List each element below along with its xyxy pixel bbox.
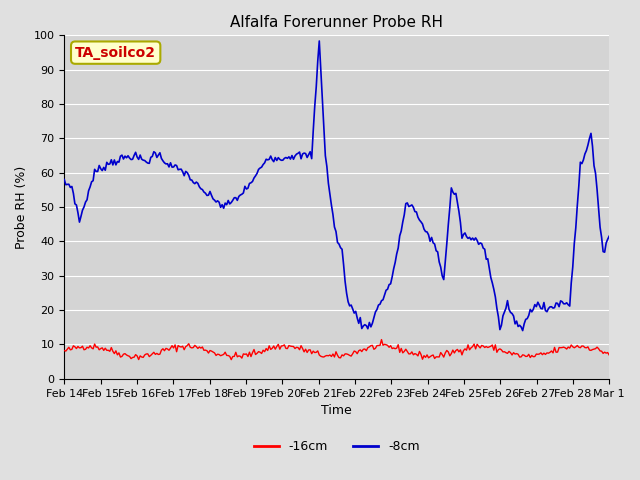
- X-axis label: Time: Time: [321, 404, 352, 417]
- Text: TA_soilco2: TA_soilco2: [75, 46, 156, 60]
- Y-axis label: Probe RH (%): Probe RH (%): [15, 166, 28, 249]
- Title: Alfalfa Forerunner Probe RH: Alfalfa Forerunner Probe RH: [230, 15, 444, 30]
- Legend: -16cm, -8cm: -16cm, -8cm: [249, 435, 425, 458]
